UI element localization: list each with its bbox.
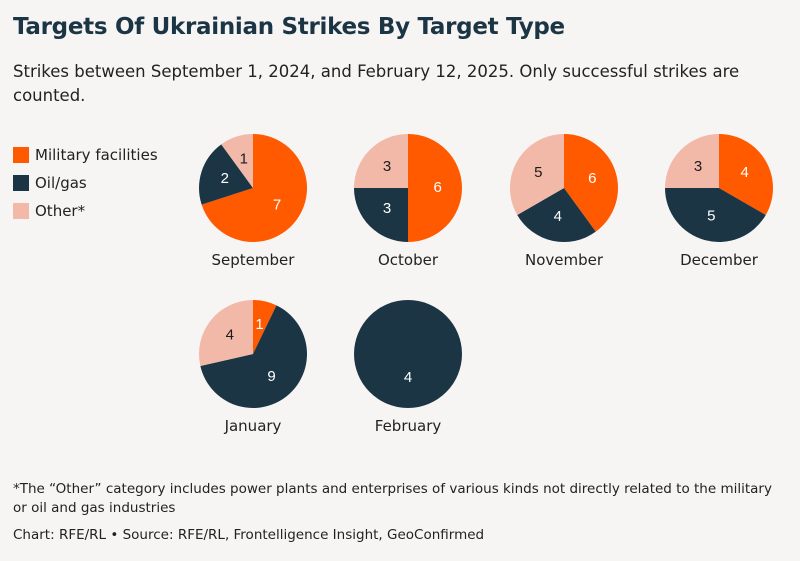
pie-slice-oil-gas <box>199 144 253 205</box>
footnote: *The “Other” category includes power pla… <box>13 481 772 516</box>
pie-data-label: 6 <box>588 170 596 187</box>
pie-september: 7 2 1 September <box>173 134 333 269</box>
pie-month-label: November <box>524 251 604 269</box>
pie-data-label: 4 <box>226 326 234 343</box>
pie-chart-svg: 6 4 5 <box>510 134 618 242</box>
pie-slice-other <box>665 134 719 188</box>
pie-slice-military-facilities <box>253 300 277 354</box>
pie-chart-svg: 4 <box>354 300 462 408</box>
pie-slice-other <box>221 134 253 188</box>
pie-february: 4 February <box>328 300 488 435</box>
pie-january: 1 9 4 January <box>173 300 333 435</box>
pie-november: 6 4 5 November <box>484 134 644 269</box>
pie-slice-oil-gas <box>517 188 596 242</box>
pie-data-label: 1 <box>240 151 248 168</box>
pie-data-label: 5 <box>707 208 715 225</box>
pie-slice-other <box>354 134 408 188</box>
pie-slice-oil-gas <box>354 188 408 242</box>
pie-month-label: January <box>224 417 282 435</box>
legend-label-other: Other* <box>35 202 86 220</box>
credit-line: Chart: RFE/RL • Source: RFE/RL, Frontell… <box>13 527 485 543</box>
legend-item-other: Other* <box>13 197 158 225</box>
pie-data-label: 1 <box>255 316 263 333</box>
legend-swatch-other <box>13 203 29 219</box>
pie-slice-military-facilities <box>719 134 773 215</box>
legend-label-military: Military facilities <box>35 146 158 164</box>
pie-data-label: 7 <box>273 196 281 213</box>
pie-month-label: September <box>211 251 295 269</box>
chart-subtitle: Strikes between September 1, 2024, and F… <box>13 62 740 105</box>
pie-data-label: 2 <box>221 170 229 187</box>
pie-data-label: 3 <box>383 200 391 217</box>
pie-chart-svg: 7 21 <box>199 134 307 242</box>
pie-slice-military-facilities <box>201 134 307 242</box>
legend-item-oilgas: Oil/gas <box>13 169 158 197</box>
legend-swatch-oilgas <box>13 175 29 191</box>
pie-data-label: 3 <box>694 158 702 175</box>
legend: Military facilities Oil/gas Other* <box>13 141 158 225</box>
pie-data-label: 4 <box>404 369 412 386</box>
pie-slice-military-facilities <box>564 134 618 232</box>
pie-slice-military-facilities <box>408 134 462 242</box>
legend-item-military: Military facilities <box>13 141 158 169</box>
pie-chart-svg: 4 5 3 <box>665 134 773 242</box>
pie-month-label: December <box>680 251 758 269</box>
chart-title: Targets Of Ukrainian Strikes By Target T… <box>13 14 565 40</box>
pie-slice-oil-gas <box>354 300 462 408</box>
pie-slice-other <box>510 134 564 215</box>
pie-slice-other <box>199 300 253 367</box>
pie-data-label: 3 <box>383 158 391 175</box>
pie-data-label: 5 <box>534 164 542 181</box>
pie-data-label: 6 <box>434 179 442 196</box>
pie-data-label: 4 <box>741 164 749 181</box>
pie-month-label: October <box>377 251 439 269</box>
pie-december: 4 5 3 December <box>639 134 799 269</box>
pie-chart-svg: 1 9 4 <box>199 300 307 408</box>
legend-label-oilgas: Oil/gas <box>35 174 87 192</box>
pie-slice-oil-gas <box>200 305 307 408</box>
pie-chart-svg: 6 3 3 <box>354 134 462 242</box>
pie-slice-oil-gas <box>665 188 766 242</box>
pie-data-label: 9 <box>267 368 275 385</box>
pie-october: 6 3 3 October <box>328 134 488 269</box>
legend-swatch-military <box>13 147 29 163</box>
pie-data-label: 4 <box>554 208 562 225</box>
pie-month-label: February <box>374 417 442 435</box>
